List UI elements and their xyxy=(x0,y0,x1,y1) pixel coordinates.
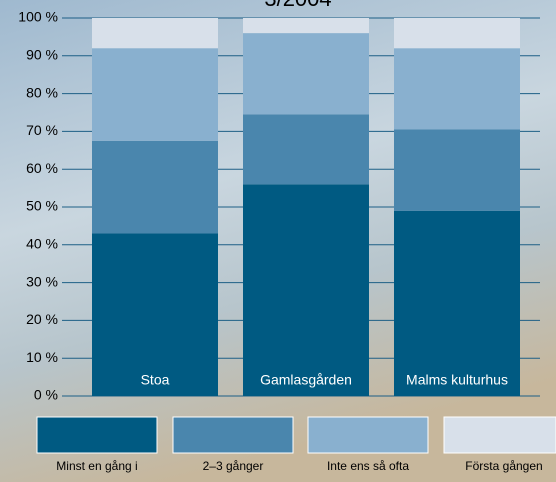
bar-segment xyxy=(394,211,520,396)
legend-label: Minst en gång i xyxy=(56,459,137,473)
category-label: Gamlasgården xyxy=(260,372,352,388)
bar-segment xyxy=(243,114,369,184)
y-tick-label: 80 % xyxy=(26,84,58,100)
y-tick-label: 10 % xyxy=(26,349,58,365)
y-tick-label: 20 % xyxy=(26,311,58,327)
y-tick-label: 40 % xyxy=(26,236,58,252)
y-tick-label: 30 % xyxy=(26,273,58,289)
y-tick-label: 0 % xyxy=(34,387,58,403)
legend-swatch xyxy=(37,417,157,453)
bar-segment xyxy=(243,184,369,396)
legend-swatch xyxy=(308,417,428,453)
legend-label: Första gången xyxy=(465,459,542,473)
y-tick-label: 90 % xyxy=(26,47,58,63)
chart-title: 3/2004 xyxy=(264,0,331,11)
legend-swatch xyxy=(444,417,556,453)
bar-segment xyxy=(394,130,520,211)
bar-segment xyxy=(394,18,520,48)
bar-segment xyxy=(394,48,520,129)
bar-segment xyxy=(92,18,218,48)
y-tick-label: 50 % xyxy=(26,198,58,214)
y-tick-label: 70 % xyxy=(26,122,58,138)
bar-segment xyxy=(92,141,218,234)
category-label: Stoa xyxy=(141,372,170,388)
legend-label: 2–3 gånger xyxy=(203,459,264,473)
y-tick-label: 100 % xyxy=(18,9,58,25)
legend-label: Inte ens så ofta xyxy=(327,459,409,473)
y-tick-label: 60 % xyxy=(26,160,58,176)
category-label: Malms kulturhus xyxy=(406,372,508,388)
bar-segment xyxy=(243,33,369,114)
bar-segment xyxy=(92,48,218,141)
bar-segment xyxy=(243,18,369,33)
chart: 3/2004 0 % 10 % 20 % 30 % 40 % 50 % 60 % 70 % 80… xyxy=(0,0,556,482)
legend-swatch xyxy=(173,417,293,453)
